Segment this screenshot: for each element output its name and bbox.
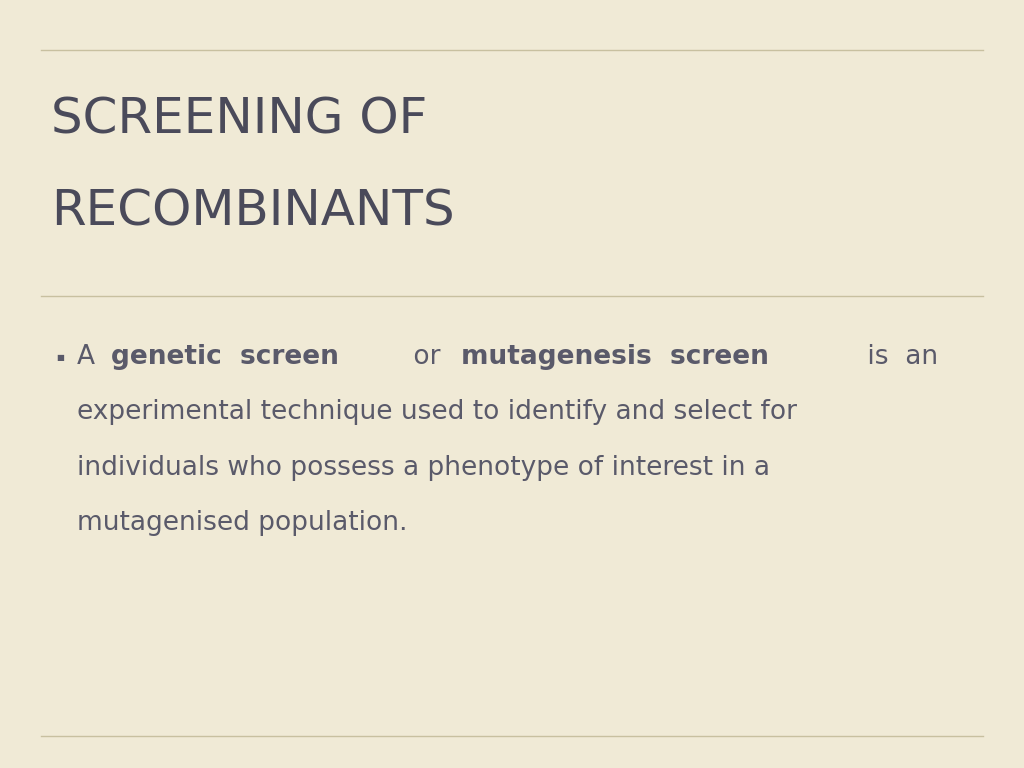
Text: or: or <box>404 344 449 370</box>
Text: mutagenesis  screen: mutagenesis screen <box>462 344 769 370</box>
Text: genetic  screen: genetic screen <box>111 344 339 370</box>
Text: SCREENING OF: SCREENING OF <box>51 95 428 143</box>
Text: experimental technique used to identify and select for: experimental technique used to identify … <box>77 399 797 425</box>
Text: ■: ■ <box>56 353 65 362</box>
Text: mutagenised population.: mutagenised population. <box>77 510 408 536</box>
Text: individuals who possess a phenotype of interest in a: individuals who possess a phenotype of i… <box>77 455 770 481</box>
Text: A: A <box>77 344 103 370</box>
Text: RECOMBINANTS: RECOMBINANTS <box>51 187 455 235</box>
Text: is  an: is an <box>859 344 938 370</box>
